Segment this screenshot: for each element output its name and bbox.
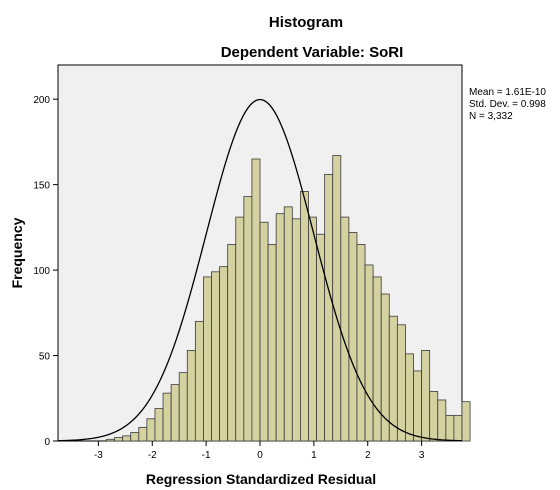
- x-axis: -3 -2 -1 0 1 2 3: [94, 441, 425, 461]
- y-tick-label: 150: [33, 181, 50, 192]
- histogram-bar: [429, 391, 439, 442]
- histogram-bar: [146, 418, 156, 442]
- x-tick-label: -3: [94, 450, 103, 461]
- y-axis: 0 50 100 150 200: [33, 95, 58, 448]
- x-tick-label: 0: [257, 450, 263, 461]
- stat-std-dev: Std. Dev. = 0.998: [469, 99, 546, 110]
- histogram-bar: [413, 370, 422, 442]
- histogram-bar: [170, 384, 180, 442]
- histogram-bar: [194, 320, 204, 442]
- histogram-bar: [162, 392, 172, 442]
- histogram-bar: [453, 414, 463, 442]
- x-tick-label: -2: [148, 450, 157, 461]
- histogram-bar: [299, 191, 309, 442]
- histogram-bar: [154, 408, 164, 442]
- histogram-bar: [219, 266, 229, 442]
- histogram-bar: [396, 324, 406, 442]
- histogram-bar: [275, 213, 285, 442]
- x-tick-label: 1: [311, 450, 317, 461]
- y-tick-label: 200: [33, 95, 50, 106]
- histogram-bar: [283, 206, 293, 442]
- histogram-bar: [227, 244, 237, 442]
- histogram-bar: [308, 216, 317, 442]
- stat-mean: Mean = 1.61E-10: [469, 87, 546, 98]
- histogram-bar: [114, 437, 124, 442]
- normal-curve: [57, 98, 463, 442]
- histogram-bar: [251, 158, 261, 442]
- histogram-bar: [122, 435, 132, 442]
- bars-group: [106, 155, 471, 442]
- histogram-bar: [332, 155, 342, 442]
- histogram-bar: [267, 244, 277, 442]
- chart-subtitle: Dependent Variable: SoRI: [221, 44, 404, 61]
- histogram-bar: [291, 218, 301, 442]
- histogram-bar: [364, 264, 374, 442]
- x-tick-label: -1: [202, 450, 211, 461]
- histogram-bar: [178, 372, 188, 442]
- histogram-bar: [372, 276, 382, 442]
- histogram-bar: [445, 414, 455, 442]
- stat-n: N = 3,332: [469, 111, 513, 122]
- histogram-bar: [348, 232, 358, 442]
- histogram-bar: [186, 350, 196, 442]
- histogram-bar: [138, 426, 148, 442]
- histogram-bar: [316, 233, 326, 442]
- histogram-bar: [203, 276, 212, 442]
- y-tick-label: 0: [44, 437, 50, 448]
- histogram-bar: [324, 173, 334, 442]
- histogram-bar: [106, 438, 115, 442]
- histogram-bar: [211, 271, 221, 442]
- histogram-bar: [437, 399, 447, 442]
- histogram-bar: [461, 401, 471, 442]
- histogram-bar: [130, 432, 140, 442]
- histogram-bar: [340, 216, 350, 442]
- x-tick-label: 2: [365, 450, 371, 461]
- y-tick-label: 50: [39, 352, 51, 363]
- histogram-bar: [421, 350, 431, 442]
- x-tick-label: 3: [419, 450, 425, 461]
- histogram-bar: [243, 196, 253, 442]
- y-axis-label: Frequency: [9, 217, 25, 288]
- histogram-bar: [356, 244, 366, 442]
- x-axis-label: Regression Standardized Residual: [146, 471, 376, 487]
- histogram-bar: [259, 221, 269, 442]
- y-tick-label: 100: [33, 266, 50, 277]
- histogram-bar: [405, 353, 414, 442]
- chart-title: Histogram: [269, 14, 343, 31]
- histogram-bar: [235, 216, 245, 442]
